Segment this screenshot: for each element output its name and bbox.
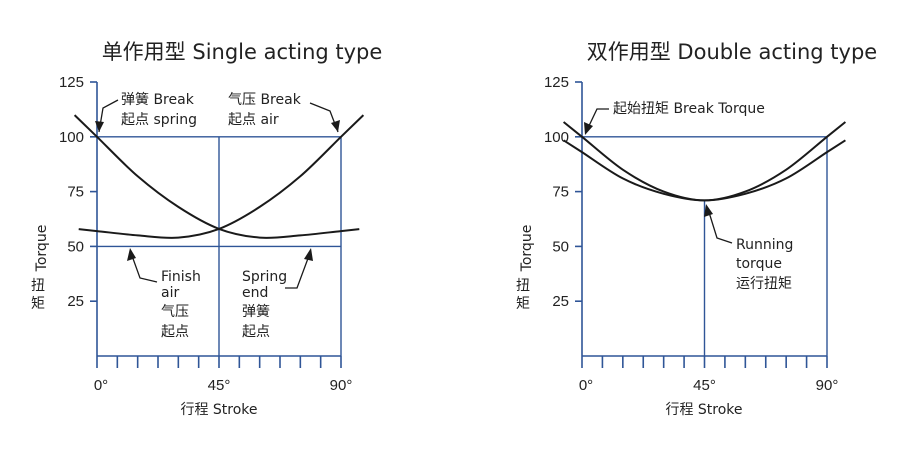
annotation-line: 起始扭矩 Break Torque xyxy=(613,101,765,117)
arrowhead xyxy=(331,120,340,132)
annotation-air-break: 气压 Break 起点 air xyxy=(228,92,340,133)
y-axis-label-en: Torque xyxy=(34,225,50,273)
y-tick-label: 75 xyxy=(67,184,84,201)
annotation-line: end xyxy=(242,285,268,301)
chart-title: 双作用型 Double acting type xyxy=(587,40,877,64)
x-tick-labels: 0° 45° 90° xyxy=(579,377,839,394)
annotation-line: Running xyxy=(736,237,793,253)
y-tick-label: 25 xyxy=(67,293,84,310)
arrowhead xyxy=(95,121,104,132)
annotation-leader xyxy=(285,252,311,289)
x-axis-label: 行程 Stroke xyxy=(180,402,257,418)
annotation-line: 气压 Break xyxy=(228,92,302,108)
curves xyxy=(73,114,365,239)
chart-title: 单作用型 Single acting type xyxy=(102,40,383,64)
y-axis-label-cn-1: 扭 xyxy=(31,278,45,294)
arrowhead xyxy=(584,122,593,135)
annotation-running-torque: Running torque 运行扭矩 xyxy=(704,204,793,292)
axes xyxy=(575,81,828,368)
annotation-line: 弹簧 xyxy=(242,304,270,320)
y-tick-labels: 25 50 75 100 125 xyxy=(59,74,84,310)
x-axis-label: 行程 Stroke xyxy=(665,402,742,418)
annotation-line: torque xyxy=(736,256,782,272)
y-tick-label: 125 xyxy=(544,74,569,91)
annotation-line: Spring xyxy=(242,269,287,285)
torque-curve-1 xyxy=(73,114,360,239)
annotation-line: 弹簧 Break xyxy=(121,92,195,108)
y-axis-label: Torque 扭 矩 xyxy=(516,225,535,312)
annotation-spring-end: Spring end 弹簧 起点 xyxy=(242,248,313,340)
annotation-line: 起点 xyxy=(161,324,189,340)
x-tick-label: 45° xyxy=(693,377,716,394)
curves xyxy=(562,121,847,202)
arrowhead xyxy=(704,204,713,217)
x-tick-label: 0° xyxy=(579,377,593,394)
y-tick-label: 100 xyxy=(544,129,569,146)
y-tick-label: 100 xyxy=(59,129,84,146)
y-axis-label-en: Torque xyxy=(519,225,535,273)
annotation-line: 起点 air xyxy=(228,112,279,128)
annotation-line: Finish xyxy=(161,269,201,285)
torque-curve-2 xyxy=(563,139,846,202)
y-tick-label: 125 xyxy=(59,74,84,91)
torque-curve-2 xyxy=(78,114,365,239)
annotation-leader xyxy=(130,252,158,283)
y-tick-labels: 25 50 75 100 125 xyxy=(544,74,569,310)
annotation-break-torque: 起始扭矩 Break Torque xyxy=(584,101,765,135)
y-axis-label-cn-1: 扭 xyxy=(516,278,530,294)
annotation-line: 运行扭矩 xyxy=(736,276,792,292)
x-tick-label: 90° xyxy=(816,377,839,394)
annotation-leader xyxy=(707,208,733,244)
x-tick-label: 45° xyxy=(208,377,231,394)
annotation-line: 气压 xyxy=(161,304,189,320)
annotation-leader xyxy=(309,102,339,133)
grid-lines xyxy=(97,136,342,356)
y-tick-label: 25 xyxy=(552,293,569,310)
annotation-line: 起点 xyxy=(242,324,270,340)
torque-curve-1 xyxy=(562,121,847,202)
single-acting-chart: 单作用型 Single acting type Torque 扭 矩 25 50 7… xyxy=(31,40,382,418)
y-axis-label: Torque 扭 矩 xyxy=(31,225,50,312)
annotation-finish-air: Finish air 气压 起点 xyxy=(127,248,201,340)
annotation-leader xyxy=(98,99,119,133)
y-tick-label: 50 xyxy=(67,238,84,255)
x-tick-labels: 0° 45° 90° xyxy=(94,377,353,394)
y-axis-label-cn-2: 矩 xyxy=(516,296,530,312)
annotation-line: air xyxy=(161,285,179,301)
y-tick-label: 75 xyxy=(552,184,569,201)
annotation-leader xyxy=(586,108,609,131)
annotation-spring-break: 弹簧 Break 起点 spring xyxy=(95,92,197,133)
arrowhead xyxy=(127,248,136,261)
x-tick-label: 0° xyxy=(94,377,108,394)
axes xyxy=(90,81,342,368)
grid-lines xyxy=(582,136,828,356)
x-tick-label: 90° xyxy=(330,377,353,394)
arrowhead xyxy=(304,248,313,261)
annotation-line: 起点 spring xyxy=(121,112,197,128)
y-tick-label: 50 xyxy=(552,238,569,255)
double-acting-chart: 双作用型 Double acting type Torque 扭 矩 25 50 7… xyxy=(516,40,877,418)
y-axis-label-cn-2: 矩 xyxy=(31,296,45,312)
